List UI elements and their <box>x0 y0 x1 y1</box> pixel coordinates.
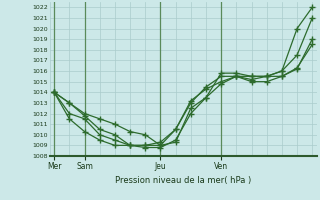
X-axis label: Pression niveau de la mer( hPa ): Pression niveau de la mer( hPa ) <box>115 176 251 185</box>
